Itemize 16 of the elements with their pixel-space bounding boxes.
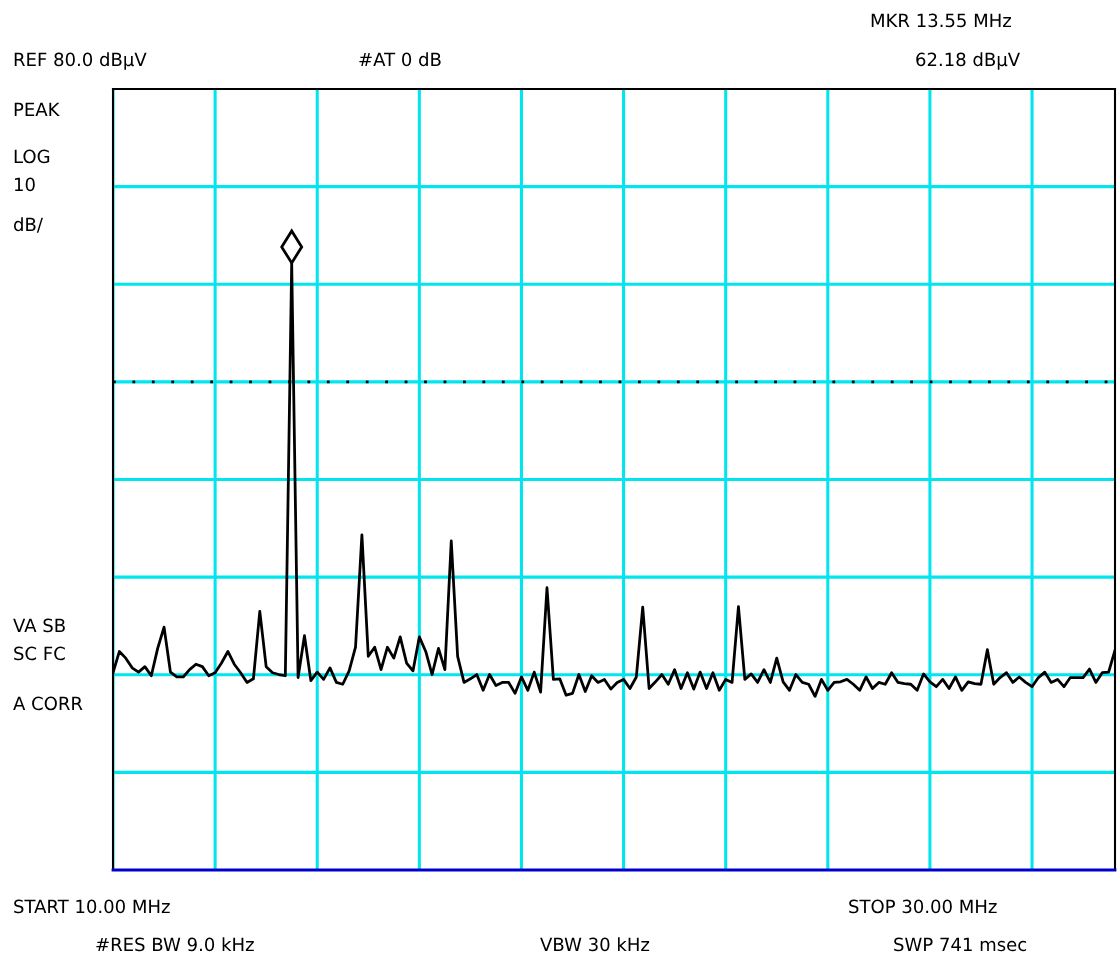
text: LOG [14, 149, 50, 164]
text: REF 80.0 dBμV [14, 52, 147, 70]
text: PEAK [14, 102, 60, 116]
text: STOP 30.00 MHz [849, 899, 997, 914]
text: SC FC [14, 646, 65, 661]
text: VA SB [13, 618, 65, 633]
text: MKR 13.55 MHz [871, 13, 1011, 28]
text: A CORR [13, 696, 83, 711]
text: #AT 0 dB [359, 52, 441, 67]
text: 62.18 dBμV [916, 52, 1020, 70]
text: 10 [14, 177, 35, 192]
text: dB/ [14, 217, 43, 233]
text: VBW 30 kHz [540, 937, 650, 952]
text: START 10.00 MHz [14, 899, 170, 914]
text: #RES BW 9.0 kHz [96, 937, 254, 952]
text: SWP 741 msec [894, 937, 1027, 952]
